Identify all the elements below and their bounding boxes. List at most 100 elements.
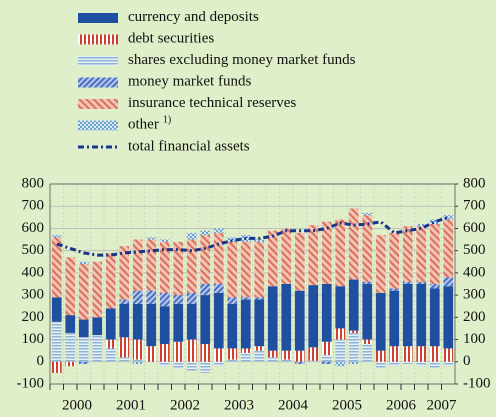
bar-segment: [227, 348, 238, 360]
bar-segment: [173, 361, 184, 369]
bar-segment: [173, 241, 184, 296]
bar-segment: [321, 221, 332, 284]
bar-segment: [389, 232, 400, 289]
bar-segment: [416, 281, 427, 284]
bar-segment: [375, 361, 386, 369]
bar-segment: [375, 292, 386, 351]
y2-tick-label: 500: [463, 242, 486, 258]
bar-segment: [132, 359, 143, 362]
bar-segment: [402, 346, 413, 362]
x-tick-label: 2001: [116, 397, 146, 413]
bar-segment: [92, 317, 103, 336]
bar-segment: [227, 359, 238, 362]
legend-label: insurance technical reserves: [128, 95, 296, 111]
bar-segment: [389, 290, 400, 347]
x-tick-label: 2004: [278, 397, 309, 413]
y-tick-label: 300: [22, 287, 45, 303]
bar-segment: [186, 339, 197, 362]
bar-segment: [173, 304, 184, 342]
bar-segment: [240, 348, 251, 353]
bar-segment: [375, 235, 386, 293]
bar-segment: [267, 286, 278, 351]
bar-segment: [416, 224, 427, 227]
bar-segment: [146, 346, 157, 362]
bar-segment: [362, 215, 373, 282]
bar-segment: [186, 239, 197, 293]
bar-segment: [267, 350, 278, 358]
x-tick-label: 2005: [332, 397, 362, 413]
bar-segment: [443, 277, 454, 287]
bar-segment: [443, 219, 454, 278]
bar-segment: [335, 286, 346, 329]
bar-segment: [105, 308, 116, 340]
bar-segment: [254, 241, 265, 298]
bar-segment: [416, 284, 427, 347]
legend-label: total financial assets: [128, 138, 250, 154]
bar-segment: [186, 361, 197, 371]
legend-superscript: 1): [163, 115, 171, 126]
bar-segment: [132, 290, 143, 304]
x-tick-label: 2006: [386, 397, 417, 413]
bar-segment: [429, 288, 440, 347]
legend-text: debt securities: [128, 31, 214, 47]
bar-segment: [429, 219, 440, 224]
bar-segment: [159, 241, 170, 293]
legend-swatch: [78, 77, 118, 88]
y2-tick-label: 0: [463, 353, 471, 369]
y-tick-label: 800: [22, 175, 45, 191]
y2-tick-label: -100: [463, 375, 491, 391]
bar-segment: [362, 281, 373, 284]
bar-segment: [227, 297, 238, 304]
bar-segment: [105, 252, 116, 309]
y-tick-label: 700: [22, 198, 45, 214]
bar-segment: [348, 330, 359, 333]
bar-segment: [281, 359, 292, 362]
bar-segment: [429, 284, 440, 289]
bar-segment: [254, 239, 265, 242]
bar-segment: [51, 235, 62, 238]
bar-segment: [335, 219, 346, 287]
bar-segment: [186, 292, 197, 304]
bar-segment: [362, 284, 373, 340]
legend-text: money market funds: [128, 74, 251, 90]
legend-text: other: [128, 117, 159, 133]
bar-segment: [227, 304, 238, 349]
legend-swatch: [78, 56, 118, 66]
legend-text: currency and deposits: [128, 9, 259, 25]
bar-segment: [281, 228, 292, 284]
y2-tick-label: 400: [463, 264, 486, 280]
y2-tick-label: 300: [463, 287, 486, 303]
bar-segment: [78, 261, 89, 264]
bar-segment: [200, 361, 211, 373]
bar-segment: [92, 261, 103, 318]
y2-tick-label: 800: [463, 175, 486, 191]
bar-segment: [186, 232, 197, 240]
bar-segment: [186, 304, 197, 340]
bar-segment: [159, 361, 170, 367]
bar-segment: [416, 226, 427, 282]
bar-segment: [65, 332, 76, 362]
bar-segment: [51, 237, 62, 298]
y2-tick-label: 100: [463, 331, 486, 347]
bar-segment: [348, 279, 359, 331]
y2-tick-label: 700: [463, 198, 486, 214]
bar-segment: [335, 328, 346, 340]
bar-segment: [119, 337, 130, 358]
bar-segment: [429, 346, 440, 362]
bar-segment: [362, 344, 373, 362]
bar-segment: [213, 232, 224, 284]
bar-segment: [240, 241, 251, 298]
y-tick-label: 200: [22, 309, 45, 325]
total-line: [56, 215, 449, 257]
bar-segment: [321, 284, 332, 342]
bar-segment: [335, 339, 346, 362]
bar-segment: [78, 361, 89, 364]
bar-segment: [240, 297, 251, 300]
bar-segment: [240, 299, 251, 349]
bar-segment: [213, 361, 224, 367]
bar-segment: [402, 361, 413, 364]
y-tick-label: 0: [37, 353, 45, 369]
legend-swatch: [78, 34, 118, 45]
bar-segment: [213, 228, 224, 233]
